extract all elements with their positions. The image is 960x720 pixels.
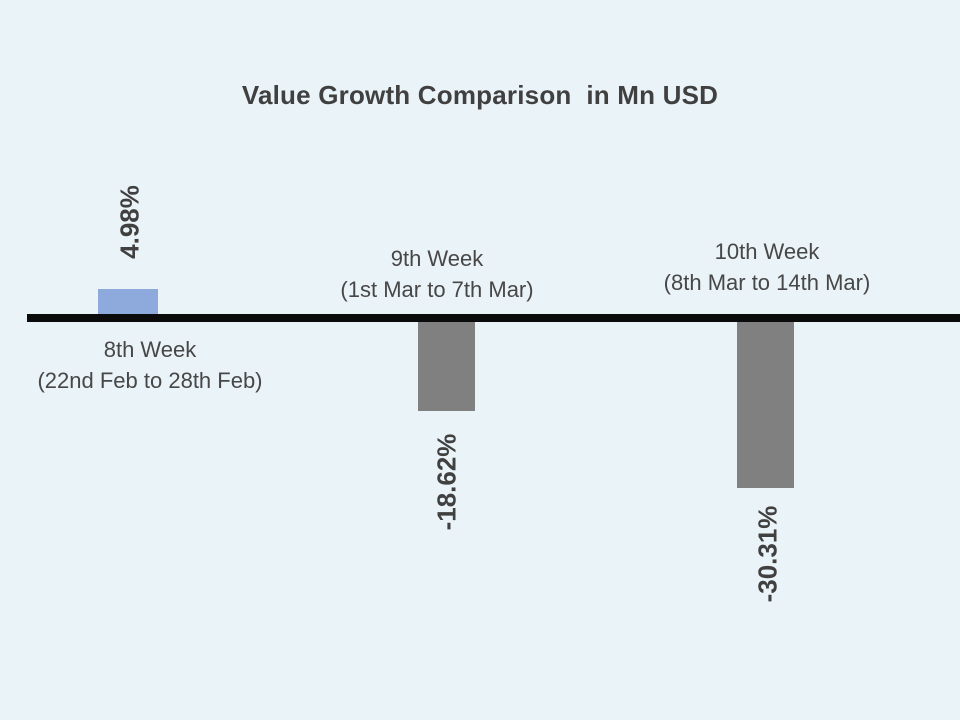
data-label-week-9: -18.62% — [431, 433, 462, 531]
data-label-week-10: -30.31% — [752, 505, 783, 603]
bar-week-9 — [418, 320, 475, 411]
category-label-week-8: 8th Week (22nd Feb to 28th Feb) — [0, 334, 320, 396]
category-period-week-8: (22nd Feb to 28th Feb) — [37, 368, 263, 393]
category-name-week-10: 10th Week — [714, 239, 820, 264]
category-name-week-8: 8th Week — [103, 337, 197, 362]
category-period-week-9: (1st Mar to 7th Mar) — [340, 277, 534, 302]
category-period-week-10: (8th Mar to 14th Mar) — [663, 270, 871, 295]
chart-title: Value Growth Comparison in Mn USD — [241, 80, 719, 110]
category-label-week-9: 9th Week (1st Mar to 7th Mar) — [267, 243, 607, 305]
category-label-week-10: 10th Week (8th Mar to 14th Mar) — [597, 236, 937, 298]
bar-week-10 — [737, 320, 794, 488]
category-name-week-9: 9th Week — [390, 246, 484, 271]
bar-week-8 — [98, 289, 158, 316]
x-axis-line — [27, 314, 960, 322]
data-label-week-8: 4.98% — [114, 185, 145, 259]
